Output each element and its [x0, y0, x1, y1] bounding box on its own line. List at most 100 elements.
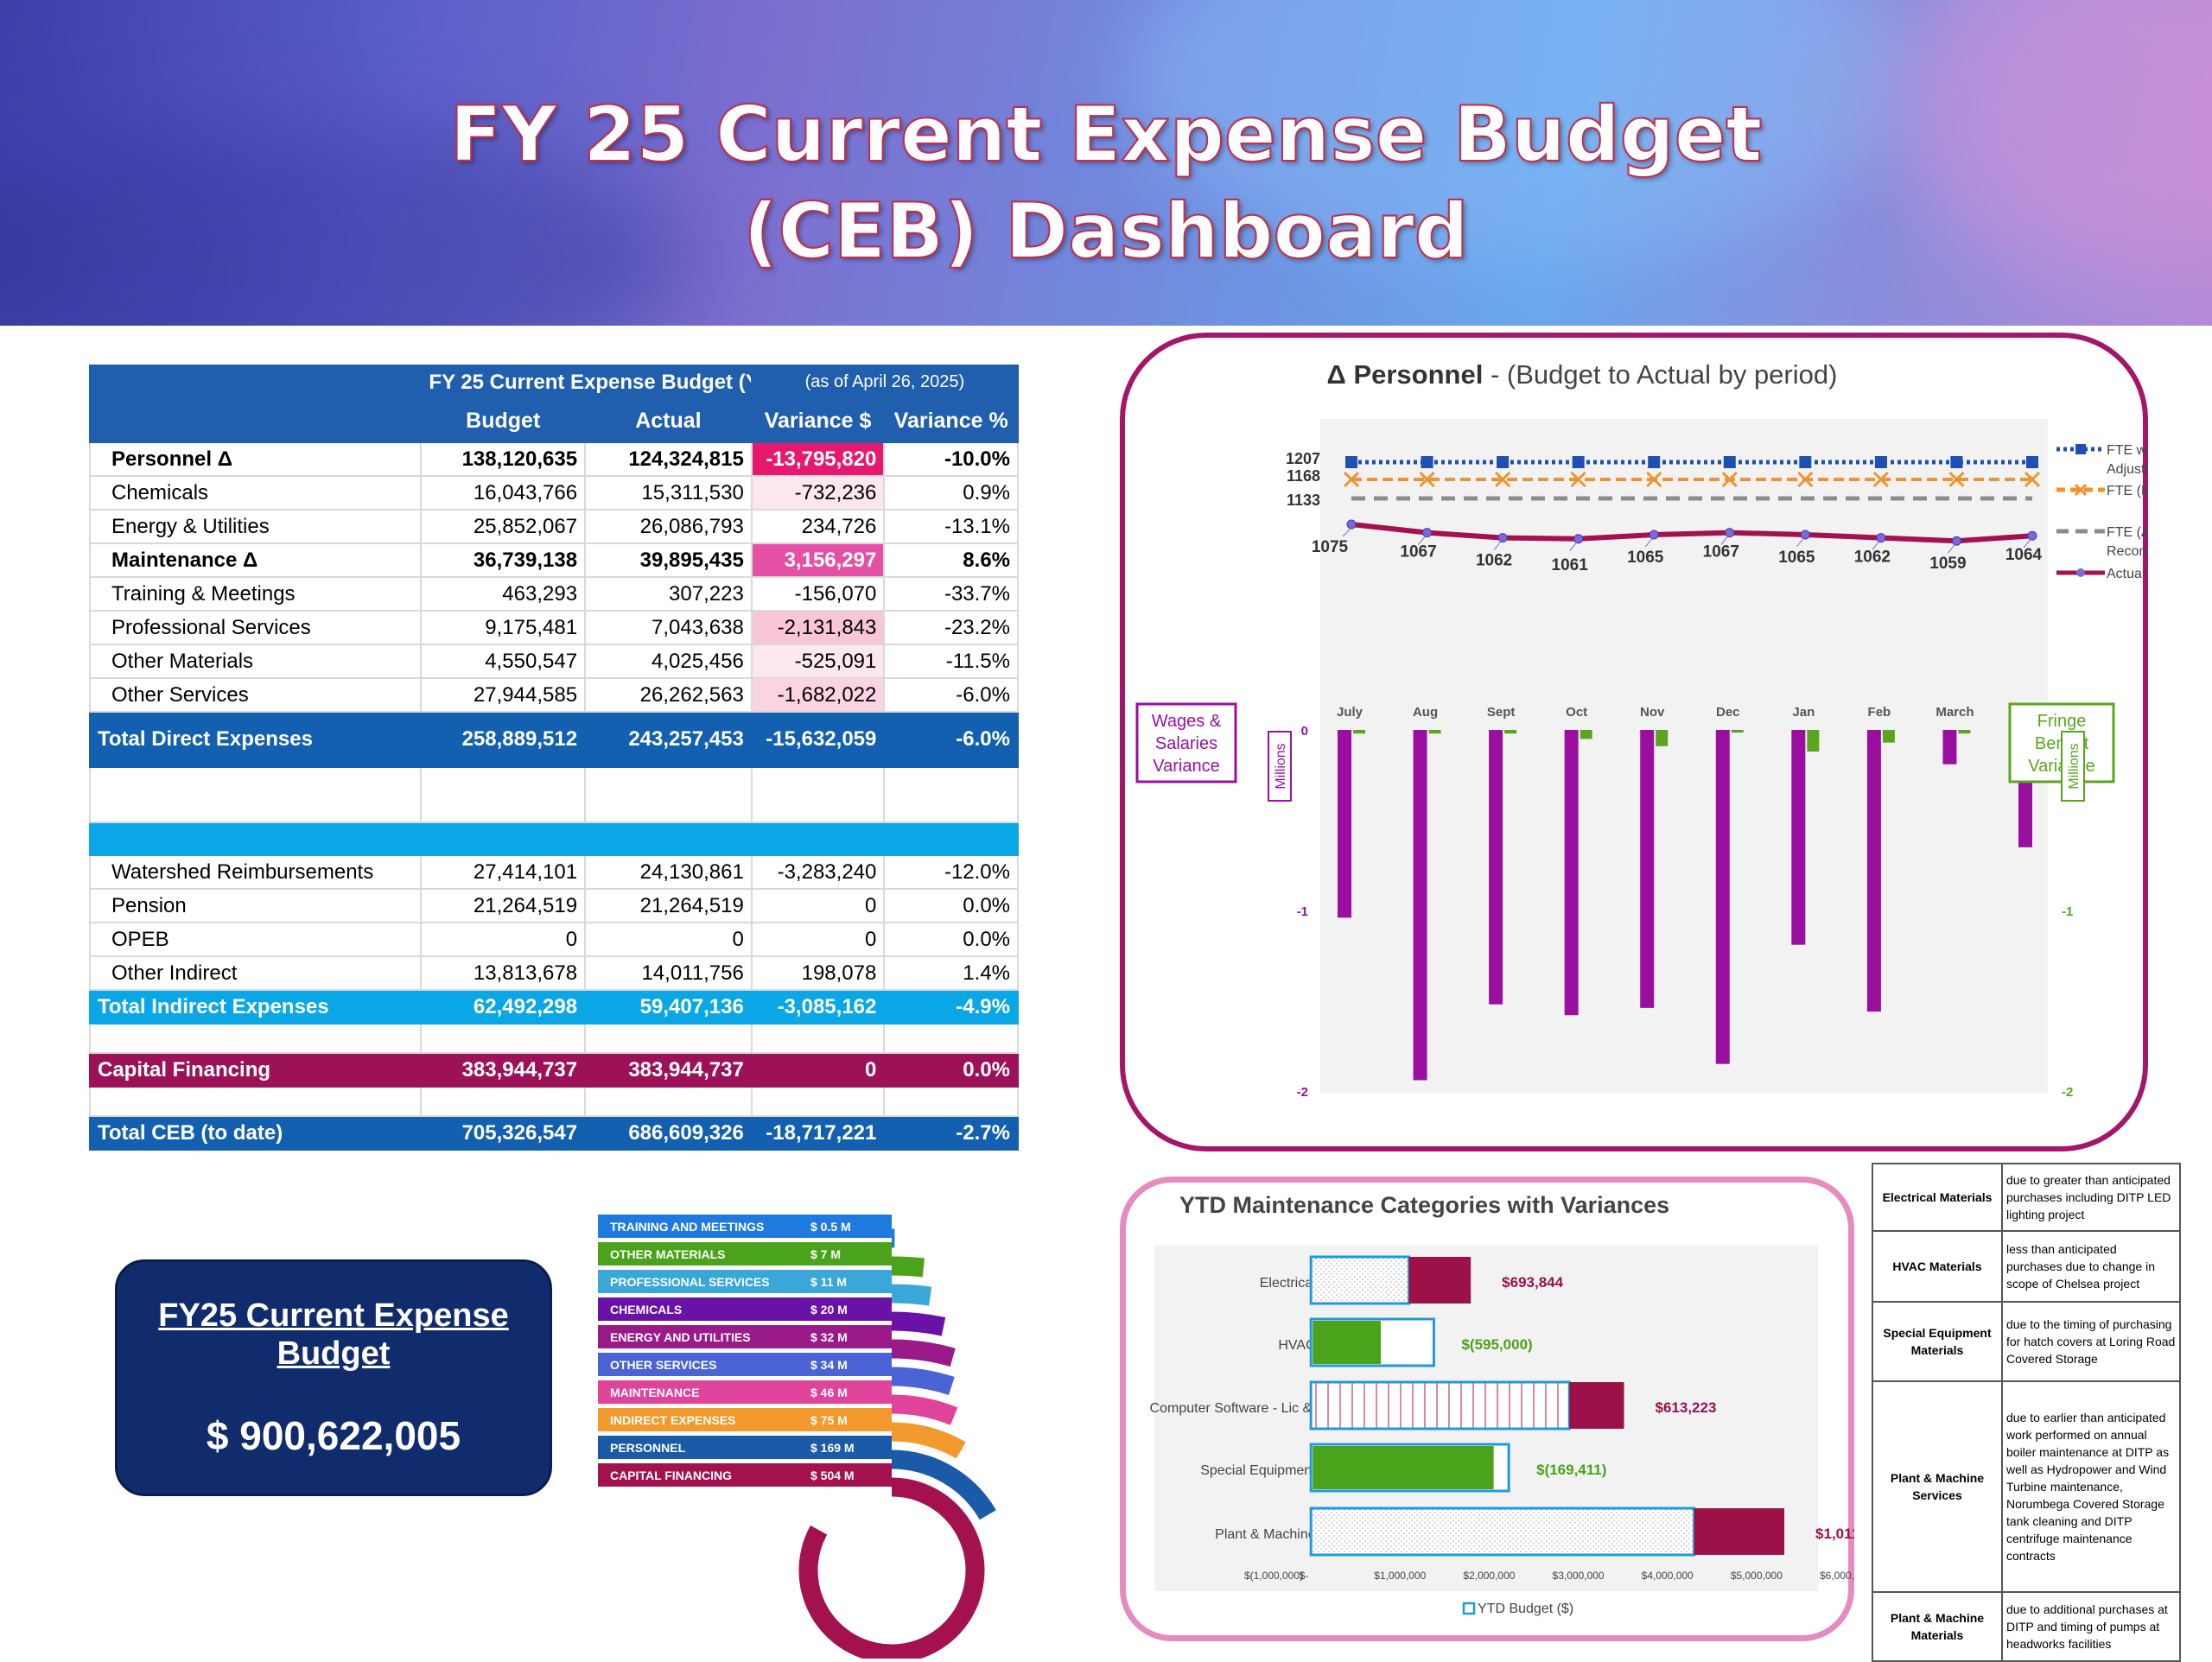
arc-legend-amount: $ 0.5 M	[810, 1220, 880, 1234]
month-label: Nov	[1640, 705, 1665, 720]
arc-legend-label: PERSONNEL	[610, 1441, 810, 1455]
row-actual: 14,011,756	[585, 956, 752, 990]
maint-variance-label: $1,011,982	[1815, 1526, 1854, 1542]
fte-legend-label: FTE w/out VacancyAdjustment	[2107, 443, 2148, 477]
arc-segment	[809, 1488, 976, 1654]
page-title: FY 25 Current Expense Budget (CEB) Dashb…	[0, 86, 2212, 280]
arc-legend-item: OTHER SERVICES$ 34 M	[598, 1353, 892, 1376]
actual-fte-label: 1064	[2005, 546, 2043, 564]
wages-variance-bar	[1565, 730, 1579, 1015]
month-label: Oct	[1566, 705, 1587, 720]
row-variance: -156,070	[752, 577, 885, 611]
maint-x-tick: $5,000,000	[1731, 1570, 1783, 1582]
row-variance: 0	[752, 889, 885, 923]
maint-x-tick: $6,000,000	[1820, 1570, 1854, 1582]
row-variance-pct: -10.0%	[884, 442, 1018, 476]
ceb-table: FY 25 Current Expense Budget (YTD)(as of…	[89, 365, 1019, 1151]
row-variance: -13,795,820	[752, 442, 885, 476]
row-actual: 4,025,456	[585, 644, 752, 678]
row-budget: 25,852,067	[421, 510, 585, 543]
maint-variance-bar	[1694, 1508, 1784, 1555]
spacer-cell	[884, 767, 1018, 822]
row-actual: 59,407,136	[585, 990, 752, 1024]
actual-fte-label: 1067	[1703, 543, 1739, 561]
row-budget: 16,043,766	[421, 476, 585, 510]
row-variance: 0	[752, 923, 885, 956]
fte-point	[1950, 456, 1962, 468]
row-actual: 383,944,737	[585, 1053, 752, 1087]
arc-segment	[892, 1432, 961, 1451]
row-label: Personnel Δ	[90, 442, 421, 476]
row-label: Other Materials	[90, 644, 421, 678]
row-variance: -18,717,221	[752, 1116, 885, 1150]
row-budget: 138,120,635	[421, 442, 585, 476]
arc-legend-label: OTHER SERVICES	[610, 1358, 810, 1372]
arc-legend-item: CAPITAL FINANCING$ 504 M	[598, 1463, 892, 1487]
arc-legend-label: ENERGY AND UTILITIES	[610, 1330, 810, 1344]
fringe-units-label-text: Millions	[2067, 743, 2082, 789]
arc-legend-label: MAINTENANCE	[610, 1386, 810, 1399]
row-variance: -15,632,059	[752, 712, 885, 767]
fringe-variance-bar	[1429, 730, 1441, 733]
arc-legend-amount: $ 34 M	[810, 1358, 880, 1372]
maintenance-chart-title: YTD Maintenance Categories with Variance…	[1179, 1192, 1669, 1219]
maint-variance-bar	[1313, 1321, 1381, 1364]
total-budget-box: FY25 Current Expense Budget $ 900,622,00…	[115, 1259, 552, 1496]
row-variance-pct: -13.1%	[884, 510, 1018, 543]
row-label: Energy & Utilities	[90, 510, 421, 543]
arc-legend-item: PERSONNEL$ 169 M	[598, 1436, 892, 1459]
maint-legend-label: YTD Budget ($)	[1478, 1602, 1573, 1616]
row-budget: 13,813,678	[421, 956, 585, 990]
arc-legend-label: PROFESSIONAL SERVICES	[610, 1275, 810, 1289]
row-budget: 27,414,101	[421, 855, 585, 889]
row-label: Professional Services	[90, 611, 421, 644]
arc-legend-item: MAINTENANCE$ 46 M	[598, 1380, 892, 1404]
maint-budget-bar	[1311, 1382, 1569, 1429]
actual-fte-point	[1347, 520, 1356, 529]
arc-legend-item: ENERGY AND UTILITIES$ 32 M	[598, 1325, 892, 1348]
wages-axis-tick: 0	[1301, 724, 1308, 739]
row-variance-pct: -6.0%	[884, 678, 1018, 712]
divider-cell	[90, 822, 421, 855]
row-variance-pct: -12.0%	[884, 855, 1018, 889]
arc-segment	[892, 1405, 954, 1417]
fringe-variance-bar	[1958, 730, 1970, 733]
arc-segment	[892, 1266, 924, 1268]
row-variance-pct: 8.6%	[884, 543, 1018, 577]
note-category: Special Equipment Materials	[1872, 1302, 2002, 1381]
fringe-variance-bar	[1732, 730, 1744, 733]
arc-legend-item: OTHER MATERIALS$ 7 M	[598, 1242, 892, 1266]
arc-legend-amount: $ 20 M	[810, 1303, 880, 1316]
row-budget: 383,944,737	[421, 1053, 585, 1087]
arc-legend-item: INDIRECT EXPENSES$ 75 M	[598, 1408, 892, 1431]
note-description: due to earlier than anticipated work per…	[2002, 1381, 2180, 1592]
wages-variance-bar	[1716, 730, 1730, 1064]
spacer-cell	[421, 767, 585, 822]
row-variance-pct: -2.7%	[884, 1116, 1018, 1150]
wages-variance-bar	[1489, 730, 1503, 1005]
arc-legend-amount: $ 32 M	[810, 1330, 880, 1344]
row-budget: 21,264,519	[421, 889, 585, 923]
fte-point	[1648, 456, 1660, 468]
row-actual: 39,895,435	[585, 543, 752, 577]
arc-legend-item: CHEMICALS$ 20 M	[598, 1297, 892, 1321]
plot-area	[1320, 419, 2048, 1093]
note-description: due to the timing of purchasing for hatc…	[2002, 1302, 2180, 1381]
personnel-chart-title: Δ Personnel - (Budget to Actual by perio…	[1120, 359, 2044, 390]
row-label: Other Indirect	[90, 956, 421, 990]
row-variance-pct: -4.9%	[884, 990, 1018, 1024]
